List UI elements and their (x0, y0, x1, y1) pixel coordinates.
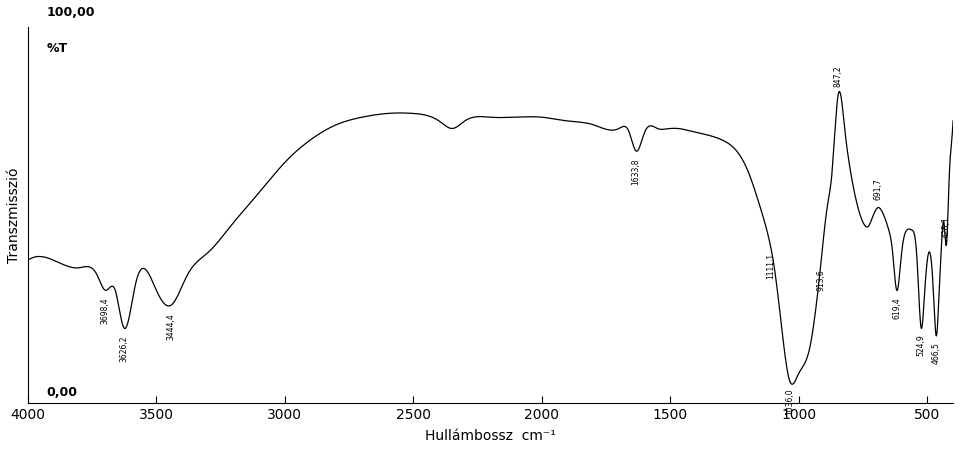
Text: 3626,2: 3626,2 (119, 335, 129, 362)
Text: 524,9: 524,9 (917, 334, 925, 356)
Text: 913,6: 913,6 (817, 270, 826, 291)
Text: 3698,4: 3698,4 (101, 298, 109, 324)
Text: 691,7: 691,7 (874, 178, 882, 200)
Text: 426,1: 426,1 (942, 216, 950, 238)
Text: 466,5: 466,5 (931, 342, 941, 364)
Text: 847,2: 847,2 (833, 66, 843, 87)
X-axis label: Hullámbossz  cm⁻¹: Hullámbossz cm⁻¹ (425, 429, 556, 443)
Text: 3444,4: 3444,4 (166, 313, 175, 340)
Text: 1633,8: 1633,8 (632, 158, 640, 185)
Text: %T: %T (46, 42, 67, 55)
Text: 1111,1: 1111,1 (766, 252, 775, 279)
Text: 100,00: 100,00 (46, 6, 95, 19)
Y-axis label: Transzmisszió: Transzmisszió (7, 167, 21, 263)
Text: 0,00: 0,00 (46, 387, 78, 400)
Text: 1036,0: 1036,0 (785, 388, 794, 415)
Text: 619,4: 619,4 (892, 298, 901, 320)
